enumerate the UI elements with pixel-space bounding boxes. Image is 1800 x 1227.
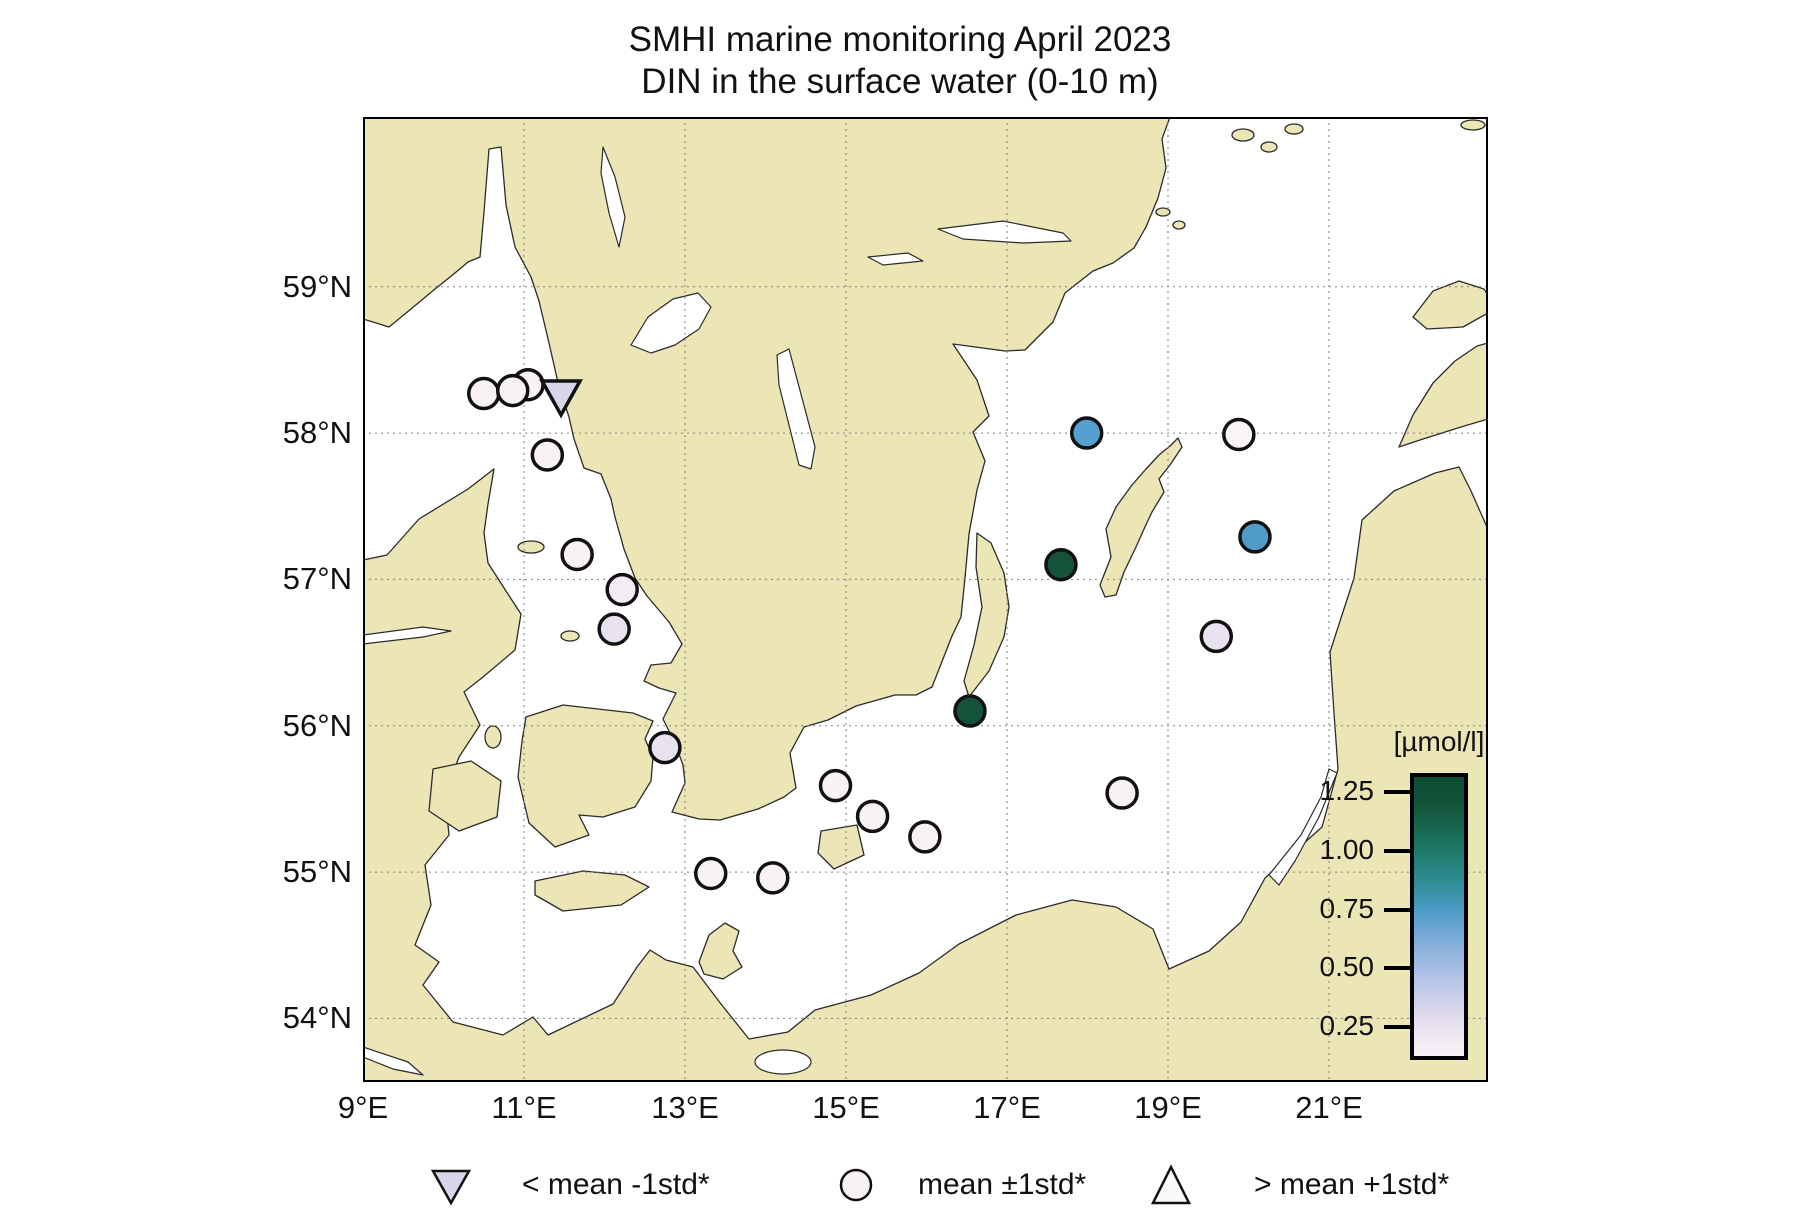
station-marker-circle[interactable]	[908, 820, 942, 854]
lake-polygons	[362, 146, 1338, 1076]
station-marker-circle[interactable]	[560, 537, 594, 572]
colorbar-tick-mark	[1384, 966, 1410, 970]
station-marker-circle[interactable]	[648, 730, 682, 765]
lon-tick-label-19e: 19°E	[1134, 1090, 1202, 1125]
lat-tick-label-58n: 58°N	[282, 415, 352, 450]
station-marker-circle[interactable]	[1105, 776, 1139, 810]
colorbar-tick-label-075: 0.75	[1319, 893, 1375, 924]
island-archipelago-3	[1460, 119, 1486, 131]
colorbar-gradient	[1414, 777, 1464, 1056]
island-samso	[484, 725, 502, 749]
station-marker-circle[interactable]	[1238, 520, 1272, 554]
colorbar-tick-label-100: 1.00	[1319, 834, 1375, 865]
island-aland-3	[1284, 123, 1304, 135]
colorbar-title: [µmol/l]	[1393, 726, 1485, 757]
baltic-sea-map	[361, 115, 1490, 1084]
lat-tick-label-57n: 57°N	[282, 561, 352, 596]
lat-tick-label-56n: 56°N	[282, 708, 352, 743]
legend-label-above-mean: > mean +1std*	[1254, 1168, 1450, 1201]
station-marker-circle[interactable]	[597, 612, 631, 646]
colorbar-tick-label-025: 0.25	[1319, 1010, 1375, 1041]
station-marker-circle[interactable]	[605, 572, 639, 607]
island-laeso	[517, 540, 545, 554]
lon-tick-label-21e: 21°E	[1295, 1090, 1363, 1125]
legend-symbol-below-mean	[430, 1169, 472, 1206]
station-marker-circle[interactable]	[755, 861, 790, 895]
curonian-lagoon	[1268, 768, 1338, 886]
chart-title-line2: DIN in the surface water (0-10 m)	[641, 62, 1159, 101]
station-marker-circle[interactable]	[1222, 417, 1256, 452]
lon-tick-label-13e: 13°E	[651, 1090, 719, 1125]
colorbar[interactable]	[1410, 773, 1468, 1060]
station-markers	[467, 367, 1272, 895]
land-polygons	[362, 116, 1489, 1083]
island-saaremaa	[1398, 342, 1489, 448]
legend-symbol-within-mean	[839, 1168, 873, 1202]
legend-symbol-above-mean	[1150, 1164, 1192, 1205]
land-scandinavia	[362, 116, 1171, 821]
island-aland-1	[1231, 128, 1255, 142]
lake-malaren	[937, 220, 1072, 244]
colorbar-tick-mark	[1384, 790, 1410, 794]
lake-vanern	[630, 292, 712, 354]
station-marker-circle[interactable]	[953, 694, 987, 728]
chart-title-line1: SMHI marine monitoring April 2023	[628, 20, 1172, 59]
colorbar-tick-mark	[1384, 908, 1410, 912]
lat-tick-label-59n: 59°N	[282, 269, 352, 304]
island-lolland-falster	[534, 870, 650, 912]
land-continental	[362, 466, 1489, 1083]
colorbar-tick-mark	[1384, 849, 1410, 853]
island-zealand	[517, 704, 654, 848]
station-marker-circle[interactable]	[1069, 416, 1104, 450]
island-gotland	[1099, 437, 1183, 598]
lon-tick-label-17e: 17°E	[973, 1090, 1041, 1125]
station-marker-triangle-down[interactable]	[539, 379, 584, 419]
island-anholt	[560, 630, 580, 642]
island-funen	[428, 760, 502, 832]
lake-hjalmaren	[867, 252, 924, 266]
station-marker-circle[interactable]	[495, 373, 530, 408]
island-bornholm	[817, 824, 865, 870]
legend-label-within-mean: mean ±1std*	[918, 1168, 1087, 1201]
lake-mjosa	[600, 146, 626, 248]
station-marker-circle[interactable]	[467, 376, 501, 411]
colorbar-tick-label-125: 1.25	[1319, 775, 1375, 806]
island-aland-2	[1260, 141, 1278, 153]
station-marker-circle[interactable]	[1044, 547, 1078, 582]
island-archipelago-1	[1155, 207, 1171, 217]
circle-icon	[839, 1168, 873, 1202]
lat-tick-label-54n: 54°N	[282, 1000, 352, 1035]
colorbar-tick-mark	[1384, 1025, 1410, 1029]
map-panel	[361, 115, 1490, 1084]
station-marker-circle[interactable]	[855, 799, 890, 834]
lat-tick-label-55n: 55°N	[282, 854, 352, 889]
legend-label-below-mean: < mean -1std*	[522, 1168, 710, 1201]
graticule	[363, 117, 1488, 1082]
triangle-down-icon	[430, 1169, 472, 1206]
szczecin-lagoon	[754, 1049, 812, 1075]
lon-tick-label-15e: 15°E	[812, 1090, 880, 1125]
station-marker-circle[interactable]	[530, 438, 565, 472]
triangle-up-icon	[1150, 1164, 1192, 1205]
colorbar-tick-label-050: 0.50	[1319, 951, 1375, 982]
lon-tick-label-11e: 11°E	[491, 1090, 557, 1125]
station-marker-circle[interactable]	[694, 856, 728, 891]
island-rugen	[698, 922, 743, 980]
station-marker-circle[interactable]	[1199, 619, 1234, 654]
station-marker-circle[interactable]	[818, 768, 853, 803]
island-oland	[963, 532, 1010, 698]
lake-vattern	[776, 348, 816, 470]
island-archipelago-2	[1172, 220, 1186, 230]
lon-tick-label-9e: 9°E	[337, 1090, 389, 1125]
